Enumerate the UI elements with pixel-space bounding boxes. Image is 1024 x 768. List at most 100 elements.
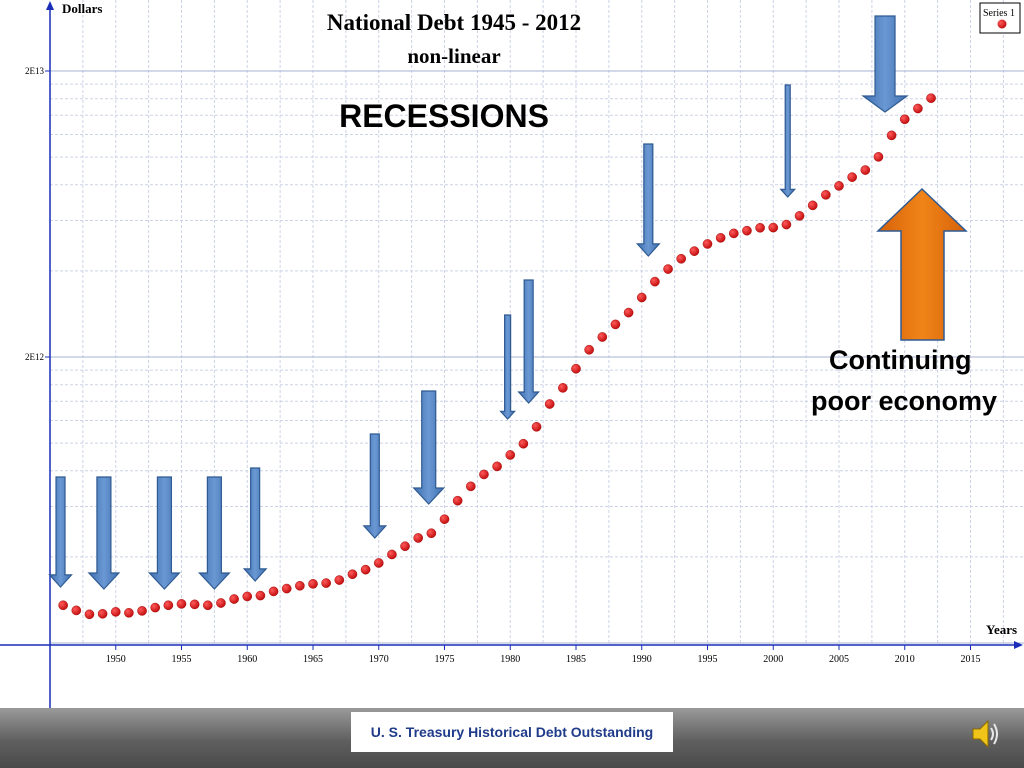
debt-point [321,578,331,588]
debt-point [794,211,805,221]
debt-point [281,583,292,594]
debt-point [899,114,910,125]
x-tick-label: 1955 [172,654,192,665]
debt-point [807,200,818,211]
debt-chart: 1950 1955 1960 1965 1970 1975 1980 1985 1990 1995… [0,0,1024,708]
debt-point [426,528,437,539]
x-tick-label: 2005 [829,654,849,665]
debt-point [360,564,371,575]
debt-point [715,233,726,243]
recession-arrows [48,15,968,590]
debt-point [584,344,594,355]
data-points [58,93,936,620]
debt-point [742,225,752,236]
debt-point [702,239,713,249]
debt-point [623,307,634,318]
debt-point [242,591,253,602]
x-tick-label: 2010 [895,654,915,665]
debt-point [387,549,397,560]
recession-arrow [197,476,231,590]
x-axis-arrowhead [1014,641,1023,649]
continuing-annotation: Continuing poor economy [811,345,997,416]
grid-lines [50,0,1024,645]
debt-point [860,165,871,175]
debt-point [347,569,358,580]
debt-point [571,363,581,374]
legend-marker [997,19,1007,29]
recession-arrow [412,390,446,505]
recession-arrow [362,433,388,539]
debt-point [216,598,226,608]
debt-point [413,533,424,543]
x-tick-label: 1975 [435,654,455,665]
recessions-annotation: RECESSIONS [339,98,549,134]
debt-point [189,599,200,610]
x-tick-label: 1965 [303,654,323,665]
x-tick-label: 1950 [106,654,126,665]
debt-point [97,609,108,619]
debt-point [176,599,187,609]
debt-point [295,580,305,591]
recession-arrow [861,15,909,113]
debt-point [650,276,660,287]
y-tick-label: 2E13 [25,66,44,76]
debt-point [163,600,174,611]
debt-point [531,422,542,432]
debt-point [834,181,844,191]
legend-label: Series 1 [983,8,1015,19]
debt-point [268,586,279,597]
x-tick-label: 1960 [237,654,257,665]
source-caption: U. S. Treasury Historical Debt Outstandi… [351,712,673,752]
debt-point [558,383,568,393]
debt-point [229,594,239,604]
recession-arrow [635,143,661,257]
debt-point [308,579,318,589]
chart-subtitle: non-linear [407,44,500,68]
debt-point [124,608,134,618]
x-axis-label: Years [986,622,1017,637]
debt-point [137,606,147,616]
debt-point [492,461,502,472]
debt-point [689,246,700,256]
x-tick-label: 1970 [369,654,389,665]
debt-point [597,332,608,342]
debt-point [873,152,884,162]
debt-point [255,590,266,601]
recession-arrow [148,476,181,590]
recession-arrow [779,84,797,198]
y-axis-arrowhead [46,1,54,10]
debt-point [479,469,489,480]
x-tick-label: 2000 [763,654,783,665]
debt-point [544,399,555,409]
debt-point [926,93,936,103]
y-tick-label: 2E12 [25,352,44,362]
debt-point [821,190,831,200]
recession-arrow [48,476,73,588]
legend: Series 1 [979,2,1021,34]
debt-point [663,264,673,274]
debt-point [518,438,529,449]
x-tick-label: 1995 [698,654,718,665]
debt-point [886,130,897,141]
x-tick-label: 1990 [632,654,652,665]
debt-point [58,600,68,611]
recession-arrow [242,467,268,582]
debt-point [768,222,779,233]
debt-point [334,575,345,585]
y-axis-label: Dollars [62,1,102,16]
debt-point [84,609,95,620]
debt-point [400,541,410,552]
x-tick-label: 1980 [500,654,520,665]
debt-point [71,605,82,616]
debt-point [729,228,739,239]
poor-economy-arrow [876,187,968,341]
debt-point [202,600,213,611]
debt-point [781,219,792,230]
debt-point [505,450,516,460]
recession-arrow [87,476,121,590]
speaker-icon[interactable] [970,716,1000,752]
debt-point [610,319,621,330]
debt-point [439,514,450,524]
debt-point [110,607,121,617]
axes: 1950 1955 1960 1965 1970 1975 1980 1985 1990 1995… [0,1,1023,708]
